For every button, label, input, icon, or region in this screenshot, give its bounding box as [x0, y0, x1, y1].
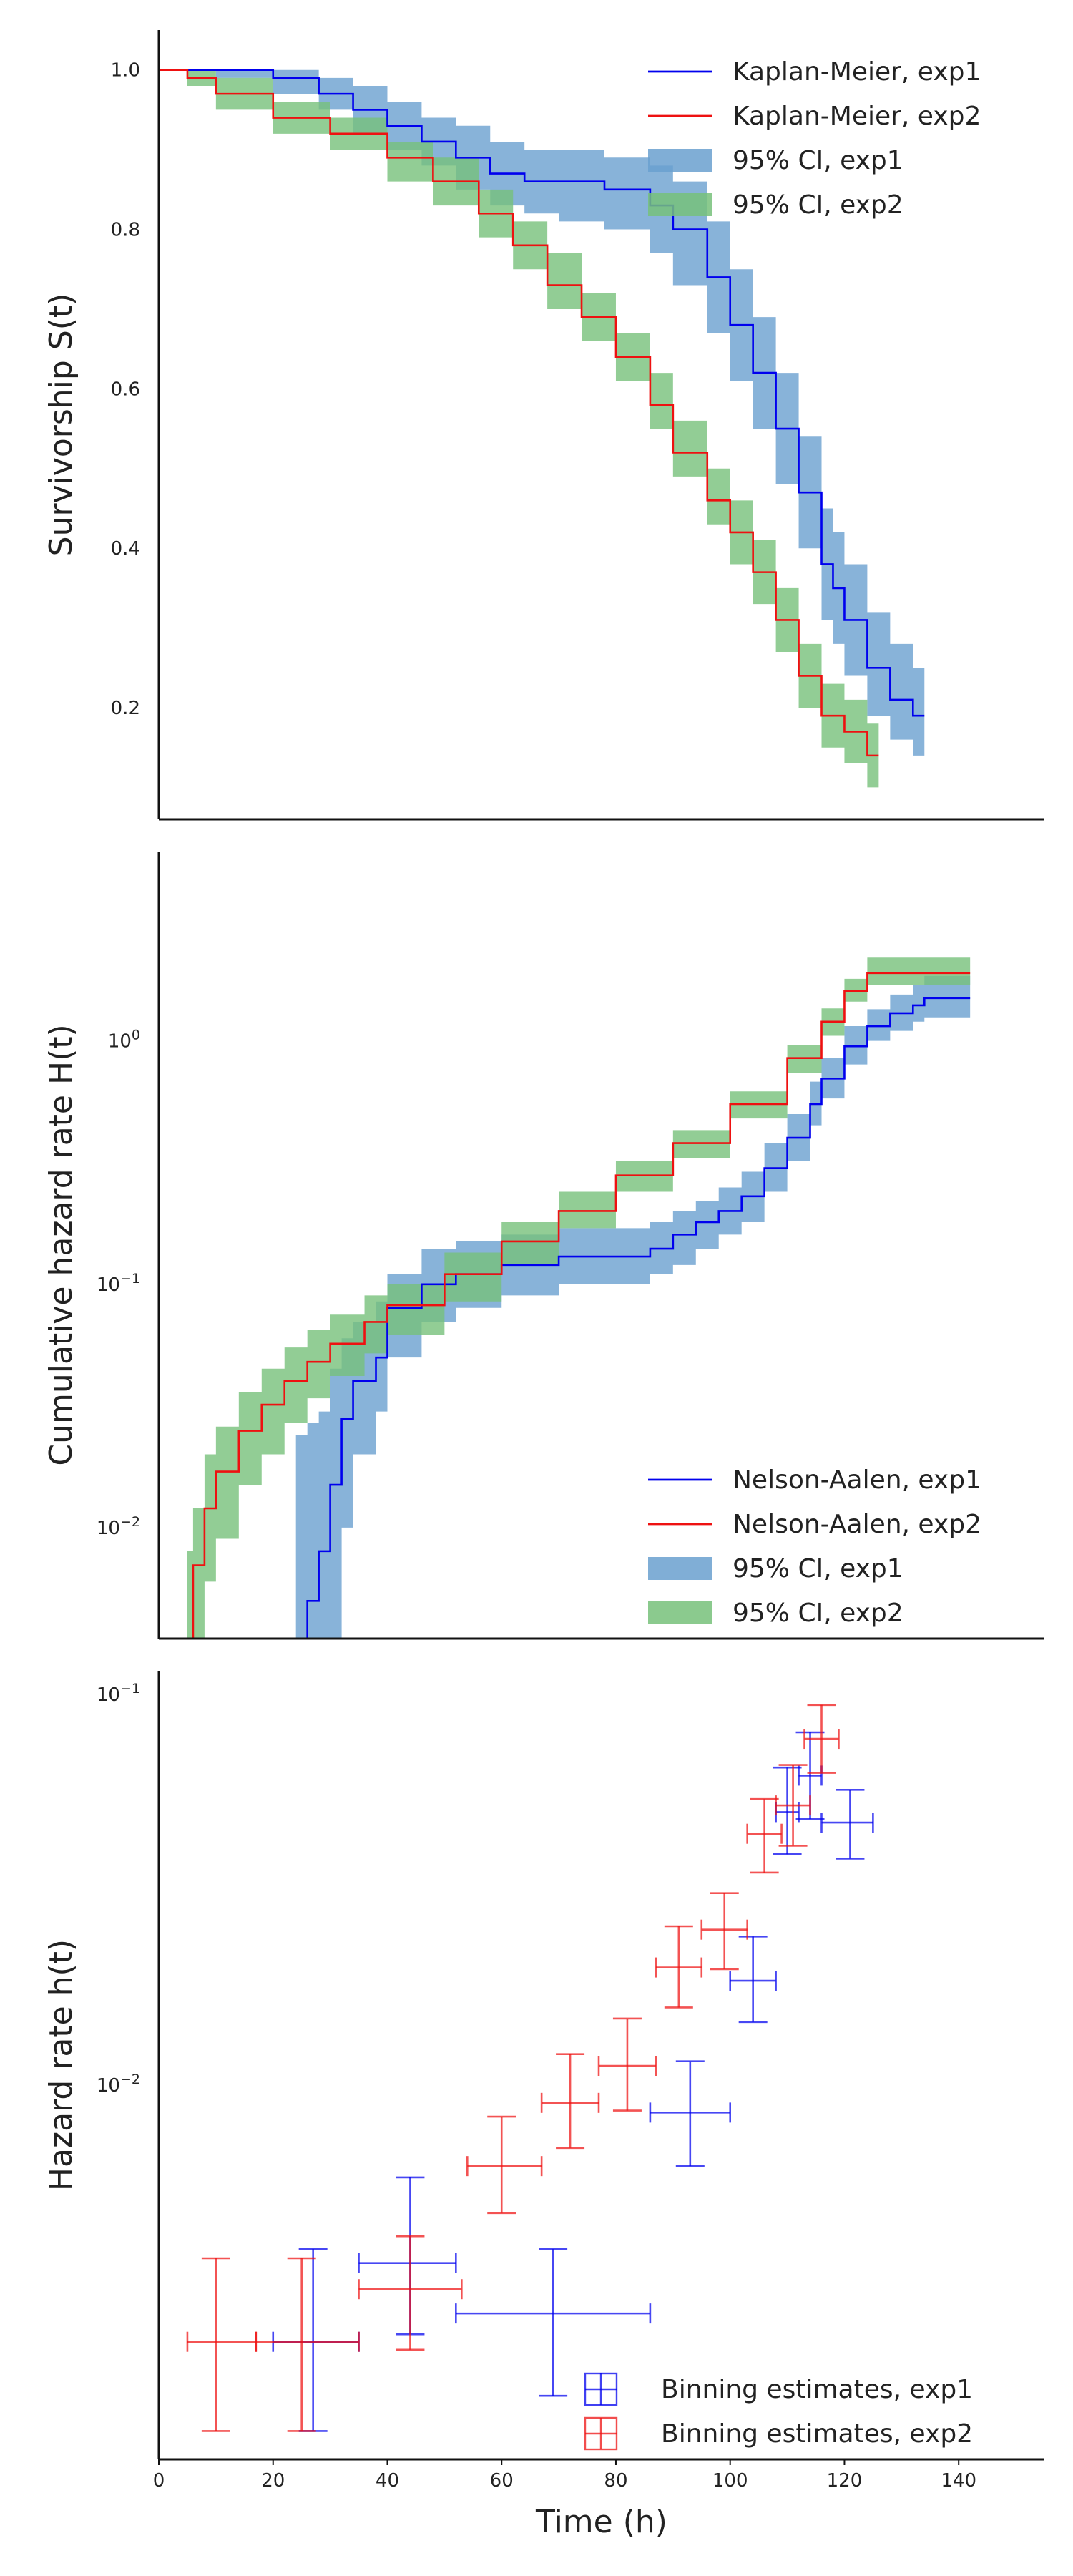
- series-line-exp2: [159, 69, 879, 757]
- legend-label: 95% CI, exp1: [733, 1554, 903, 1584]
- legend-label: 95% CI, exp1: [733, 146, 903, 175]
- error-point-exp2: [255, 2257, 360, 2432]
- legend-label: Binning estimates, exp1: [661, 2375, 973, 2404]
- y-tick-label: 0.4: [111, 538, 140, 560]
- error-point-exp1: [729, 1936, 777, 2024]
- y-tick-label: 10−2: [97, 1514, 140, 1539]
- ci-band-exp1: [159, 69, 925, 756]
- y-tick-label: 1.0: [111, 60, 140, 82]
- y-axis-label: Hazard rate h(t): [43, 1939, 79, 2191]
- error-point-exp1: [272, 2248, 360, 2432]
- legend-swatch: [648, 149, 712, 172]
- error-point-exp2: [746, 1797, 783, 1874]
- x-tick-label: 140: [941, 2470, 976, 2492]
- legend-swatch: [584, 2416, 618, 2451]
- y-tick-label: 100: [108, 1028, 140, 1053]
- error-point-exp2: [186, 2257, 258, 2432]
- legend-label: Kaplan-Meier, exp2: [733, 102, 981, 131]
- legend-swatch: [648, 1601, 712, 1624]
- series-line-exp2: [187, 972, 971, 1639]
- ci-band-exp1: [295, 975, 971, 1639]
- error-point-exp2: [466, 2115, 543, 2215]
- legend-label: 95% CI, exp2: [733, 1599, 903, 1628]
- legend: Binning estimates, exp1 Binning estimates…: [584, 2372, 973, 2451]
- legend-label: Nelson-Aalen, exp2: [733, 1510, 981, 1539]
- y-tick-label: 10−2: [97, 2072, 140, 2097]
- error-point-exp1: [820, 1789, 874, 1860]
- legend: Kaplan-Meier, exp1 Kaplan-Meier, exp2 95% …: [648, 57, 981, 220]
- y-tick-label: 10−1: [97, 1681, 140, 1706]
- x-tick-label: 120: [827, 2470, 863, 2492]
- x-tick-label: 80: [604, 2470, 627, 2492]
- legend-swatch: [584, 2372, 618, 2406]
- error-point-exp2: [358, 2235, 463, 2351]
- series-line-exp1: [295, 997, 971, 1639]
- error-point-exp2: [597, 2017, 657, 2112]
- x-tick-label: 20: [261, 2470, 285, 2492]
- legend-swatch: [648, 1557, 712, 1580]
- error-point-exp2: [700, 1892, 748, 1971]
- plot-area: [187, 957, 971, 1639]
- legend-swatch: [648, 193, 712, 216]
- x-tick-label: 60: [490, 2470, 514, 2492]
- error-point-exp2: [803, 1704, 840, 1774]
- legend-label: Nelson-Aalen, exp1: [733, 1465, 981, 1495]
- y-tick-label: 10−1: [97, 1271, 140, 1296]
- y-tick-label: 0.6: [111, 379, 140, 400]
- x-axis-label: Time (h): [535, 2504, 667, 2540]
- error-point-exp2: [655, 1925, 703, 2009]
- error-point-exp1: [649, 2060, 732, 2167]
- y-axis-label: Cumulative hazard rate H(t): [43, 1024, 79, 1465]
- legend: Nelson-Aalen, exp1 Nelson-Aalen, exp2 95% …: [648, 1465, 981, 1628]
- series-line-exp1: [159, 69, 925, 717]
- y-tick-label: 0.8: [111, 220, 140, 241]
- chart-panel-3: 10−2 10−1 0 20 40 60 80 100 120 140 Hazard rate h(…: [43, 1671, 1044, 2540]
- chart-panel-1: 0.2 0.4 0.6 0.8 1.0 Survivorship S(t) Kaplan-M…: [43, 30, 1044, 821]
- error-point-exp2: [775, 1764, 811, 1847]
- error-point-exp1: [773, 1766, 802, 1855]
- x-tick-label: 0: [153, 2470, 165, 2492]
- legend-label: Binning estimates, exp2: [661, 2419, 973, 2449]
- y-tick-label: 0.2: [111, 698, 140, 719]
- legend-label: 95% CI, exp2: [733, 190, 903, 220]
- x-tick-label: 40: [376, 2470, 399, 2492]
- y-axis-label: Survivorship S(t): [43, 293, 79, 557]
- plot-area: [186, 1704, 874, 2432]
- plot-area: [159, 69, 925, 788]
- error-point-exp2: [540, 2053, 600, 2150]
- chart-panel-2: 10−2 10−1 100 Cumulative hazard rate H(t) Ne…: [43, 852, 1044, 1640]
- error-point-exp1: [358, 2176, 457, 2336]
- x-tick-label: 100: [712, 2470, 748, 2492]
- legend-label: Kaplan-Meier, exp1: [733, 57, 981, 87]
- error-point-exp1: [455, 2248, 652, 2397]
